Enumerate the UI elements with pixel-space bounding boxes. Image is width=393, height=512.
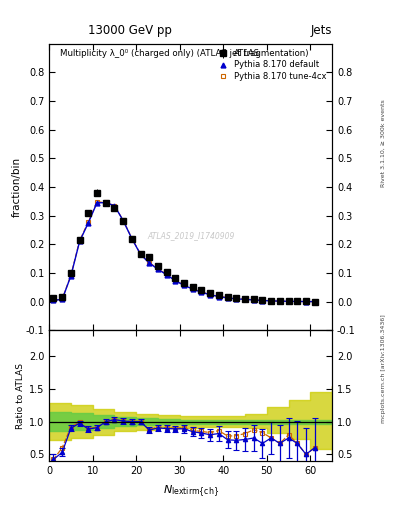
Pythia 8.170 default — [208, 292, 213, 298]
Pythia 8.170 default — [277, 298, 282, 304]
Pythia 8.170 tune-4cx — [191, 286, 195, 292]
Pythia 8.170 default — [312, 298, 317, 305]
Pythia 8.170 tune-4cx — [103, 199, 108, 205]
Pythia 8.170 default — [77, 239, 82, 245]
Text: Rivet 3.1.10, ≥ 300k events: Rivet 3.1.10, ≥ 300k events — [381, 99, 386, 187]
Pythia 8.170 default — [68, 273, 73, 279]
Pythia 8.170 default — [164, 272, 169, 278]
Pythia 8.170 default — [295, 298, 299, 305]
Pythia 8.170 tune-4cx — [95, 199, 99, 205]
Pythia 8.170 tune-4cx — [252, 296, 256, 303]
Pythia 8.170 tune-4cx — [147, 260, 152, 266]
Pythia 8.170 tune-4cx — [312, 298, 317, 305]
Pythia 8.170 tune-4cx — [77, 238, 82, 244]
Pythia 8.170 default — [242, 296, 247, 303]
Pythia 8.170 default — [252, 297, 256, 303]
Pythia 8.170 default — [260, 297, 265, 304]
Pythia 8.170 default — [269, 298, 274, 304]
Pythia 8.170 tune-4cx — [199, 289, 204, 295]
Pythia 8.170 default — [173, 278, 178, 284]
Pythia 8.170 tune-4cx — [242, 296, 247, 302]
Pythia 8.170 default — [156, 266, 160, 272]
Pythia 8.170 tune-4cx — [138, 251, 143, 257]
Pythia 8.170 tune-4cx — [295, 298, 299, 305]
Pythia 8.170 default — [60, 296, 64, 303]
Pythia 8.170 tune-4cx — [208, 291, 213, 297]
Pythia 8.170 default — [51, 297, 56, 303]
Text: ATLAS_2019_I1740909: ATLAS_2019_I1740909 — [147, 231, 234, 240]
Pythia 8.170 tune-4cx — [269, 298, 274, 304]
Pythia 8.170 tune-4cx — [86, 219, 91, 225]
Pythia 8.170 tune-4cx — [260, 297, 265, 303]
Legend: ATLAS, Pythia 8.170 default, Pythia 8.170 tune-4cx: ATLAS, Pythia 8.170 default, Pythia 8.17… — [214, 48, 328, 82]
Pythia 8.170 tune-4cx — [182, 282, 186, 288]
Pythia 8.170 tune-4cx — [121, 217, 125, 223]
Pythia 8.170 tune-4cx — [173, 278, 178, 284]
Pythia 8.170 tune-4cx — [225, 294, 230, 301]
Pythia 8.170 default — [199, 289, 204, 295]
Y-axis label: Ratio to ATLAS: Ratio to ATLAS — [16, 362, 25, 429]
Y-axis label: fraction/bin: fraction/bin — [11, 157, 21, 217]
Pythia 8.170 tune-4cx — [112, 203, 117, 209]
Pythia 8.170 tune-4cx — [217, 293, 221, 300]
Pythia 8.170 default — [234, 296, 239, 302]
Pythia 8.170 tune-4cx — [129, 235, 134, 241]
Pythia 8.170 tune-4cx — [51, 297, 56, 303]
Pythia 8.170 tune-4cx — [68, 272, 73, 279]
Pythia 8.170 tune-4cx — [277, 298, 282, 304]
Text: Multiplicity λ_0⁰ (charged only) (ATLAS jet fragmentation): Multiplicity λ_0⁰ (charged only) (ATLAS … — [61, 49, 309, 58]
Pythia 8.170 default — [286, 298, 291, 304]
Pythia 8.170 default — [86, 220, 91, 226]
Text: $N_{\mathregular{lextirm\{ch\}}}$: $N_{\mathregular{lextirm\{ch\}}}$ — [163, 484, 219, 500]
Pythia 8.170 tune-4cx — [234, 295, 239, 302]
Pythia 8.170 default — [112, 203, 117, 209]
Pythia 8.170 default — [95, 200, 99, 206]
Text: mcplots.cern.ch [arXiv:1306.3436]: mcplots.cern.ch [arXiv:1306.3436] — [381, 314, 386, 423]
Text: Jets: Jets — [310, 24, 332, 37]
Line: Pythia 8.170 tune-4cx: Pythia 8.170 tune-4cx — [51, 200, 317, 304]
Pythia 8.170 tune-4cx — [60, 296, 64, 302]
Pythia 8.170 default — [191, 286, 195, 292]
Pythia 8.170 tune-4cx — [304, 298, 309, 305]
Pythia 8.170 default — [304, 298, 309, 305]
Pythia 8.170 default — [129, 236, 134, 242]
Pythia 8.170 tune-4cx — [164, 271, 169, 278]
Pythia 8.170 default — [217, 293, 221, 300]
Pythia 8.170 default — [103, 200, 108, 206]
Pythia 8.170 default — [225, 295, 230, 301]
Text: 13000 GeV pp: 13000 GeV pp — [88, 24, 172, 37]
Line: Pythia 8.170 default: Pythia 8.170 default — [51, 200, 317, 304]
Pythia 8.170 default — [147, 260, 152, 266]
Pythia 8.170 tune-4cx — [156, 266, 160, 272]
Pythia 8.170 default — [138, 251, 143, 258]
Pythia 8.170 default — [121, 218, 125, 224]
Pythia 8.170 default — [182, 282, 186, 288]
Pythia 8.170 tune-4cx — [286, 298, 291, 304]
